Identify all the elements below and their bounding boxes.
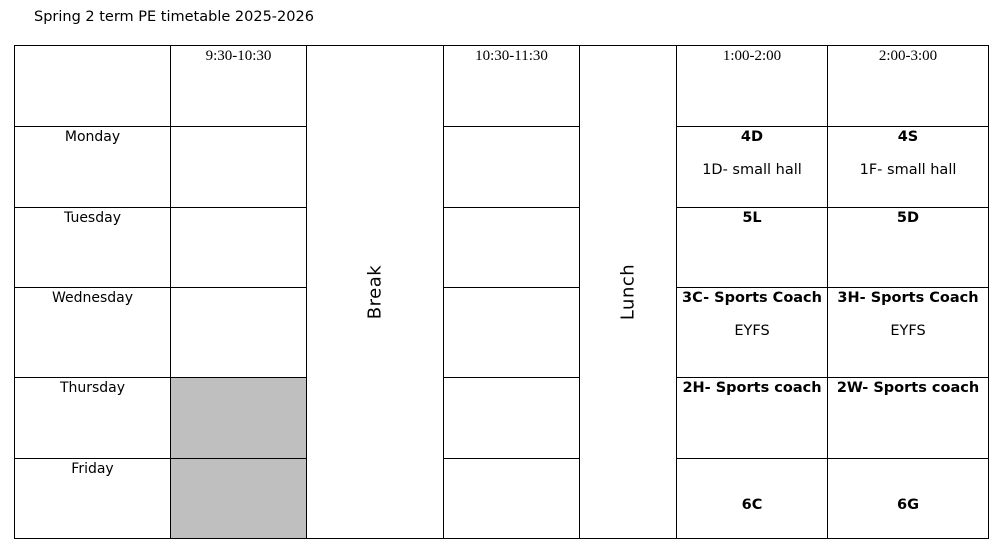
row-tuesday: Tuesday 5L 5D	[14, 207, 989, 288]
friday-slot-4: 6G	[827, 458, 989, 539]
monday-slot-4-line2: 1F- small hall	[859, 162, 957, 178]
monday-slot-2	[443, 126, 580, 208]
friday-slot-2	[443, 458, 580, 539]
header-1030: 10:30-11:30	[443, 45, 580, 127]
day-thursday: Thursday	[14, 377, 171, 459]
header-0200: 2:00-3:00	[827, 45, 989, 127]
monday-slot-1	[170, 126, 307, 208]
wednesday-slot-4-line1: 3H- Sports Coach	[837, 290, 979, 306]
corner-cell	[14, 45, 171, 127]
header-0100: 1:00-2:00	[676, 45, 828, 127]
friday-slot-3: 6C	[676, 458, 828, 539]
break-label: Break	[364, 264, 386, 320]
header-0930: 9:30-10:30	[170, 45, 307, 127]
thursday-slot-2	[443, 377, 580, 459]
row-wednesday: Wednesday 3C- Sports Coach EYFS 3H- Spor…	[14, 287, 989, 378]
tuesday-slot-1	[170, 207, 307, 288]
thursday-slot-3: 2H- Sports coach	[676, 377, 828, 459]
break-column: Break	[306, 45, 444, 539]
header-row: 9:30-10:30 Break 10:30-11:30 Lunch 1:00-…	[14, 45, 989, 539]
wednesday-slot-4-line2: EYFS	[890, 323, 926, 339]
row-friday: Friday 6C 6G	[14, 458, 989, 539]
lunch-label: Lunch	[617, 263, 639, 321]
wednesday-slot-4: 3H- Sports Coach EYFS	[827, 287, 989, 378]
tuesday-slot-2	[443, 207, 580, 288]
tuesday-slot-4: 5D	[827, 207, 989, 288]
wednesday-slot-1	[170, 287, 307, 378]
wednesday-slot-3: 3C- Sports Coach EYFS	[676, 287, 828, 378]
page-title: Spring 2 term PE timetable 2025-2026	[34, 9, 314, 25]
lunch-column: Lunch	[579, 45, 677, 539]
row-thursday: Thursday 2H- Sports coach 2W- Sports coa…	[14, 377, 989, 459]
day-friday: Friday	[14, 458, 171, 539]
wednesday-slot-3-line1: 3C- Sports Coach	[682, 290, 822, 306]
tuesday-slot-3: 5L	[676, 207, 828, 288]
timetable: 9:30-10:30 Break 10:30-11:30 Lunch 1:00-…	[14, 45, 989, 539]
row-monday: Monday 4D 1D- small hall 4S 1F- small ha…	[14, 126, 989, 208]
day-monday: Monday	[14, 126, 171, 208]
wednesday-slot-3-line2: EYFS	[734, 323, 770, 339]
monday-slot-4-line1: 4S	[897, 129, 919, 145]
friday-slot-1-shaded	[170, 458, 307, 539]
day-tuesday: Tuesday	[14, 207, 171, 288]
wednesday-slot-2	[443, 287, 580, 378]
day-wednesday: Wednesday	[14, 287, 171, 378]
thursday-slot-4: 2W- Sports coach	[827, 377, 989, 459]
monday-slot-4: 4S 1F- small hall	[827, 126, 989, 208]
monday-slot-3-line1: 4D	[740, 129, 764, 145]
thursday-slot-1-shaded	[170, 377, 307, 459]
monday-slot-3-line2: 1D- small hall	[702, 162, 802, 178]
monday-slot-3: 4D 1D- small hall	[676, 126, 828, 208]
